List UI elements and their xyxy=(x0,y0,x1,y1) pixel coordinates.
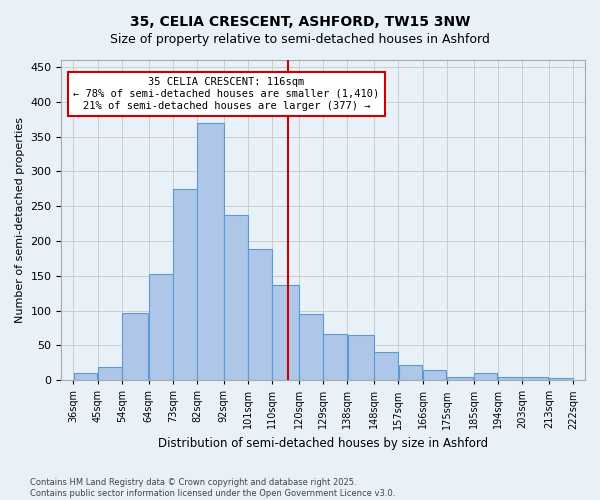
Bar xyxy=(398,365,422,380)
Bar xyxy=(272,286,299,380)
Bar xyxy=(74,373,97,380)
Bar xyxy=(149,274,173,380)
Bar xyxy=(299,314,323,380)
Bar xyxy=(374,352,398,380)
Bar xyxy=(522,378,548,380)
Y-axis label: Number of semi-detached properties: Number of semi-detached properties xyxy=(15,117,25,323)
Bar xyxy=(224,215,248,380)
Text: 35, CELIA CRESCENT, ASHFORD, TW15 3NW: 35, CELIA CRESCENT, ASHFORD, TW15 3NW xyxy=(130,15,470,29)
Bar xyxy=(197,122,224,380)
Text: 35 CELIA CRESCENT: 116sqm
← 78% of semi-detached houses are smaller (1,410)
21% : 35 CELIA CRESCENT: 116sqm ← 78% of semi-… xyxy=(73,78,380,110)
Bar xyxy=(248,250,272,380)
Bar xyxy=(474,373,497,380)
Bar xyxy=(98,367,122,380)
Bar xyxy=(498,376,521,380)
Bar xyxy=(447,376,473,380)
Text: Size of property relative to semi-detached houses in Ashford: Size of property relative to semi-detach… xyxy=(110,32,490,46)
Text: Contains HM Land Registry data © Crown copyright and database right 2025.
Contai: Contains HM Land Registry data © Crown c… xyxy=(30,478,395,498)
Bar xyxy=(347,335,374,380)
Bar xyxy=(423,370,446,380)
Bar xyxy=(122,314,148,380)
X-axis label: Distribution of semi-detached houses by size in Ashford: Distribution of semi-detached houses by … xyxy=(158,437,488,450)
Bar xyxy=(173,189,197,380)
Bar xyxy=(549,378,572,380)
Bar xyxy=(323,334,347,380)
